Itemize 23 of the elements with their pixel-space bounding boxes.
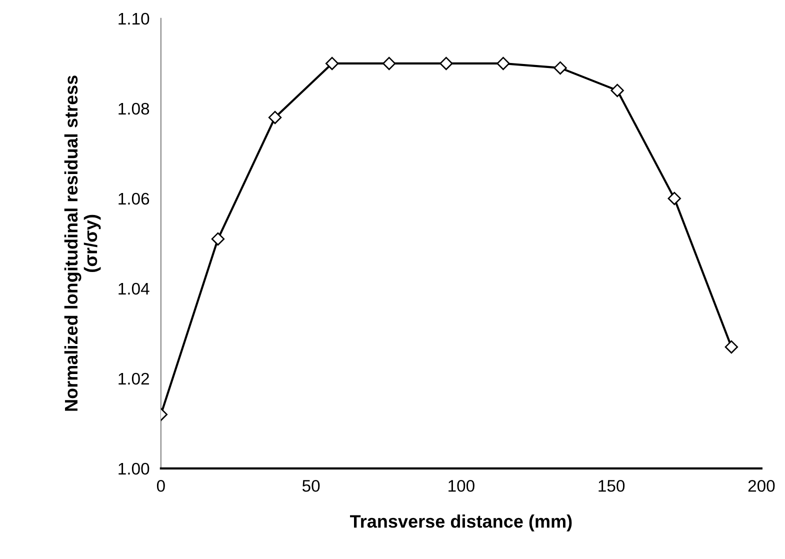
point <box>325 56 339 70</box>
y-tick-label: 1.06 <box>118 192 150 205</box>
point <box>668 192 681 206</box>
y-tick-label: 1.00 <box>118 462 150 475</box>
y-tick-label: 1.10 <box>118 12 150 25</box>
y-tick-label: 1.08 <box>118 102 150 115</box>
y-axis-title: Normalized longitudinal residual stress (σr/σy) <box>64 76 101 411</box>
point <box>724 340 738 354</box>
x-axis-title: Transverse distance (mm) <box>350 514 572 532</box>
point <box>610 84 624 98</box>
y-tick-label: 1.04 <box>118 282 150 295</box>
x-tick-label: 0 <box>156 480 165 492</box>
point <box>496 56 510 70</box>
point <box>211 232 225 246</box>
y-tick-label: 1.02 <box>118 372 149 385</box>
point <box>440 56 453 70</box>
point <box>268 110 282 124</box>
x-tick-label: 150 <box>598 480 625 492</box>
x-tick-label: 50 <box>302 480 320 492</box>
x-tick-label: 100 <box>448 480 474 492</box>
x-tick-label: 200 <box>748 480 775 492</box>
point <box>382 56 396 70</box>
point <box>554 61 567 75</box>
